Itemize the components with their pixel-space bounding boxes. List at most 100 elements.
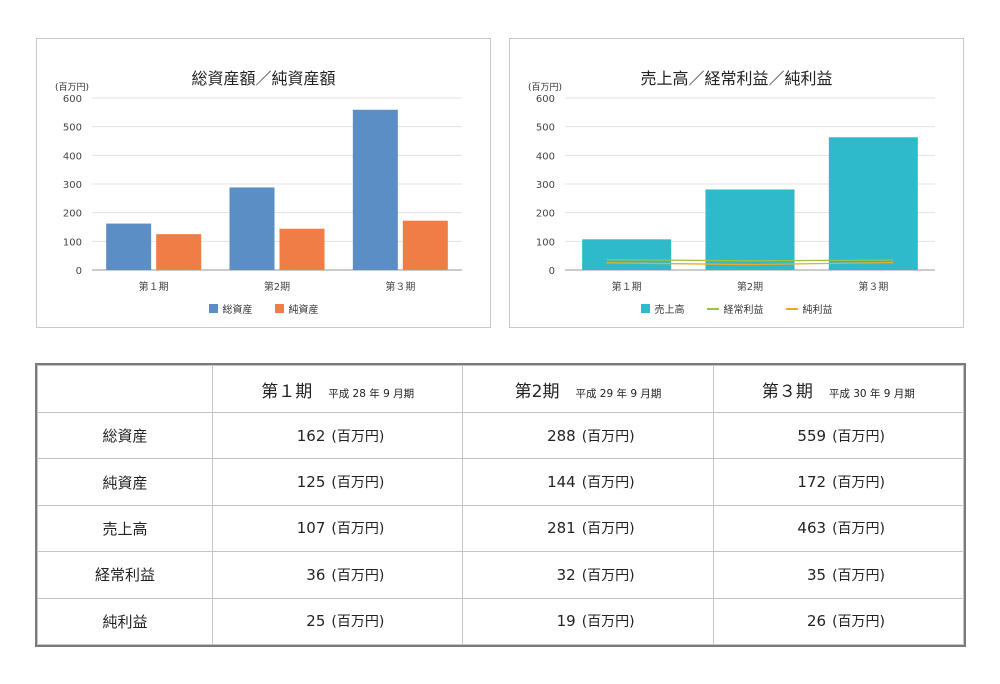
- value-cell: 26 (百万円): [712, 597, 965, 646]
- cell-value: 463: [797, 519, 827, 538]
- cell-value: 281: [547, 519, 576, 538]
- x-tick-label: 第１期: [139, 280, 169, 293]
- row-label: 経常利益: [37, 551, 213, 599]
- cell-unit: (百万円): [581, 428, 635, 445]
- period-label: 第2期: [514, 381, 560, 402]
- series-line: [606, 259, 894, 262]
- legend-label: 売上高: [654, 305, 685, 316]
- period-label: 第１期: [261, 381, 313, 402]
- series-line: [606, 261, 894, 266]
- bar: [229, 187, 275, 270]
- column-header: 第2期 平成 29 年 9 月期: [462, 365, 714, 413]
- cell-value: 559: [797, 426, 827, 445]
- y-tick-label: 500: [63, 123, 82, 134]
- legend-label: 総資産: [222, 305, 253, 316]
- value-cell: 463 (百万円): [712, 504, 965, 553]
- corner-cell: [37, 365, 213, 413]
- chart-title: 総資産額／純資産額: [191, 69, 336, 88]
- y-tick-label: 100: [63, 237, 82, 248]
- cell-value: 35: [806, 565, 827, 584]
- bar: [705, 189, 795, 270]
- value-cell: 19 (百万円): [462, 597, 714, 646]
- y-tick-label: 0: [549, 266, 555, 277]
- period-date: 平成 28 年 9 月期: [328, 387, 415, 400]
- legend-label: 経常利益: [723, 305, 764, 316]
- x-tick-label: 第１期: [612, 280, 642, 293]
- cell-value: 172: [797, 473, 827, 492]
- cell-unit: (百万円): [331, 475, 385, 492]
- legend-item: 総資産: [208, 301, 253, 316]
- cell-value: 107: [296, 519, 326, 538]
- table-row: 売上高 107 (百万円) 281 (百万円) 463 (百万円): [37, 504, 965, 553]
- bar: [828, 137, 918, 270]
- value-cell: 36 (百万円): [211, 551, 464, 599]
- cell-unit: (百万円): [331, 428, 385, 445]
- chart-unit-label: (百万円): [528, 83, 563, 93]
- sales-chart-svg: 0 100 200 300 400 500 600 第１期 第2期 第３期: [536, 94, 935, 293]
- cell-unit: (百万円): [581, 475, 635, 492]
- cell-value: 162: [296, 426, 326, 445]
- column-header: 第３期 平成 30 年 9 月期: [712, 365, 965, 413]
- cell-value: 288: [547, 426, 576, 445]
- chart-panel-assets: 総資産額／純資産額 (百万円) 0 100 200 300 400 500 600 第１期 第2…: [36, 38, 491, 328]
- bar: [402, 220, 448, 270]
- value-cell: 144 (百万円): [462, 458, 714, 506]
- bar: [106, 223, 152, 270]
- value-cell: 32 (百万円): [462, 551, 714, 599]
- cell-unit: (百万円): [331, 567, 385, 584]
- cell-unit: (百万円): [331, 614, 385, 631]
- cell-unit: (百万円): [832, 614, 885, 631]
- cell-unit: (百万円): [832, 475, 885, 492]
- value-cell: 125 (百万円): [211, 458, 464, 506]
- table-header-row: 第１期 平成 28 年 9 月期 第2期 平成 29 年 9 月期 第３期 平成 30…: [37, 365, 965, 413]
- cell-unit: (百万円): [581, 614, 635, 631]
- x-tick-label: 第３期: [858, 280, 888, 293]
- table-row: 総資産 162 (百万円) 288 (百万円) 559 (百万円): [37, 411, 965, 460]
- row-label: 総資産: [37, 411, 213, 460]
- y-tick-label: 500: [536, 123, 555, 134]
- chart-legend: 総資産 純資産: [37, 301, 490, 316]
- row-label: 純利益: [37, 597, 213, 646]
- cell-value: 144: [547, 473, 576, 492]
- legend-swatch: [785, 307, 798, 310]
- period-label: 第３期: [761, 381, 813, 402]
- value-cell: 288 (百万円): [462, 411, 714, 460]
- value-cell: 162 (百万円): [211, 411, 464, 460]
- legend-swatch: [640, 304, 650, 313]
- assets-chart-svg: 0 100 200 300 400 500 600 第１期 第2期 第３期: [63, 94, 462, 293]
- table-row: 経常利益 36 (百万円) 32 (百万円) 35 (百万円): [37, 551, 965, 599]
- y-tick-label: 600: [536, 94, 555, 105]
- y-tick-label: 400: [63, 151, 82, 162]
- period-date: 平成 29 年 9 月期: [575, 387, 662, 400]
- bar: [279, 228, 325, 270]
- y-tick-label: 200: [63, 209, 82, 220]
- legend-item: 純資産: [274, 301, 319, 316]
- cell-unit: (百万円): [581, 567, 635, 584]
- value-cell: 172 (百万円): [712, 458, 965, 506]
- chart-panel-sales: 売上高／経常利益／純利益 (百万円) 0 100 200 300 400 500 600 第１…: [509, 38, 964, 328]
- row-label: 純資産: [37, 458, 213, 506]
- y-tick-label: 100: [536, 237, 555, 248]
- y-tick-label: 600: [63, 94, 82, 105]
- bar: [156, 234, 202, 270]
- data-table: 第１期 平成 28 年 9 月期 第2期 平成 29 年 9 月期 第３期 平成 30…: [37, 365, 965, 646]
- table-row: 純利益 25 (百万円) 19 (百万円) 26 (百万円): [37, 597, 965, 646]
- cell-value: 125: [296, 473, 326, 492]
- cell-unit: (百万円): [832, 521, 885, 538]
- cell-value: 32: [556, 565, 576, 584]
- column-header: 第１期 平成 28 年 9 月期: [211, 365, 464, 413]
- legend-item: 純利益: [785, 301, 833, 316]
- cell-unit: (百万円): [331, 521, 385, 538]
- legend-item: 経常利益: [706, 301, 764, 316]
- x-tick-label: 第３期: [385, 280, 415, 293]
- x-tick-label: 第2期: [737, 280, 763, 293]
- table-row: 純資産 125 (百万円) 144 (百万円) 172 (百万円): [37, 458, 965, 506]
- y-tick-label: 400: [536, 151, 555, 162]
- value-cell: 281 (百万円): [462, 504, 714, 553]
- y-tick-label: 0: [76, 266, 82, 277]
- y-tick-label: 200: [536, 209, 555, 220]
- period-date: 平成 30 年 9 月期: [828, 387, 915, 400]
- cell-value: 26: [806, 612, 827, 631]
- x-tick-label: 第2期: [264, 280, 290, 293]
- legend-label: 純利益: [802, 305, 833, 316]
